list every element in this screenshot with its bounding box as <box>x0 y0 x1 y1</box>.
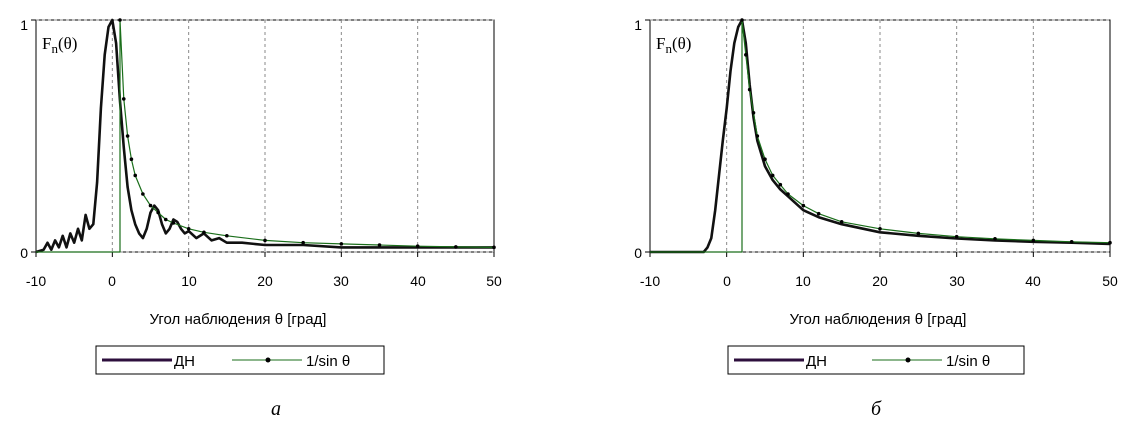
chart-panel-a: 1 0 -10 0 10 20 30 40 50 Fn(θ) Угол набл… <box>20 17 502 420</box>
series-point-1-sin <box>133 173 138 178</box>
y-axis-label: Fn(θ) <box>42 34 77 56</box>
x-tick-label: 50 <box>486 273 502 289</box>
series-point-1-sin <box>816 211 821 216</box>
legend-label-dn: ДН <box>174 353 195 370</box>
series-point-1-sin <box>747 87 752 92</box>
series-point-1-sin <box>492 245 496 250</box>
series-point-1-sin <box>755 134 760 138</box>
series-point-1-sin <box>118 18 122 22</box>
series-point-1-sin <box>1031 238 1036 243</box>
series-point-1-sin <box>454 245 458 249</box>
series-point-1-sin <box>225 233 229 238</box>
series-point-1-sin <box>1108 240 1112 245</box>
series-point-1-sin <box>1069 239 1074 244</box>
x-tick-label: 20 <box>257 273 273 289</box>
x-axis-label: Угол наблюдения θ [град] <box>150 311 327 328</box>
x-tick-label: 40 <box>1025 273 1041 289</box>
series-point-1-sin <box>786 192 790 196</box>
series-point-1-sin <box>148 203 153 208</box>
series-point-1-sin <box>751 111 756 115</box>
series-point-1-sin <box>801 203 806 208</box>
x-tick-label: 50 <box>1102 273 1118 289</box>
series-point-1-sin <box>954 234 959 239</box>
x-tick-label: 30 <box>333 273 349 289</box>
x-tick-label: -10 <box>26 273 46 289</box>
series-point-1-sin <box>141 192 145 196</box>
x-ticks: -10 0 10 20 30 40 50 <box>640 252 1118 289</box>
y-tick-label-0: 0 <box>20 245 28 261</box>
series-point-1-sin <box>878 227 882 231</box>
series-point-1-sin <box>163 217 168 222</box>
x-tick-label: 20 <box>872 273 888 289</box>
series-point-1-sin <box>916 231 921 236</box>
series-point-1-sin <box>202 230 206 235</box>
legend-marker-sin <box>265 357 271 363</box>
series-point-1-sin <box>186 227 191 231</box>
legend-marker-sin <box>905 357 911 363</box>
y-ticks: 1 0 <box>634 17 650 261</box>
series-point-1-sin <box>263 238 267 243</box>
series-point-1-sin <box>121 97 126 101</box>
series-point-1-sin <box>377 243 382 247</box>
series-point-1-sin <box>415 244 420 248</box>
y-tick-label-0: 0 <box>634 245 642 261</box>
series-point-1-sin <box>744 53 748 57</box>
x-tick-label: 0 <box>108 273 116 289</box>
x-ticks: -10 0 10 20 30 40 50 <box>26 252 502 289</box>
series-point-1-sin <box>156 210 160 215</box>
series-point-1-sin <box>993 236 997 241</box>
series-point-1-sin <box>740 18 744 22</box>
x-tick-label: 30 <box>949 273 965 289</box>
series-point-1-sin <box>125 134 130 138</box>
series-point-1-sin <box>339 242 344 246</box>
series-point-1-sin <box>763 157 767 161</box>
series-line-dn <box>35 18 494 254</box>
series-layer <box>650 18 1112 254</box>
y-tick-label-1: 1 <box>20 17 28 33</box>
x-tick-label: 0 <box>723 273 731 289</box>
x-tick-label: 10 <box>795 273 811 289</box>
legend-label-sin: 1/sin θ <box>306 353 350 370</box>
series-point-1-sin <box>171 221 176 225</box>
x-tick-label: -10 <box>640 273 660 289</box>
y-tick-label-1: 1 <box>634 17 642 33</box>
panel-label: а <box>271 398 281 420</box>
x-tick-label: 40 <box>410 273 426 289</box>
series-point-1-sin <box>778 182 783 187</box>
series-line-dn <box>650 18 1111 254</box>
legend: ДН 1/sin θ <box>727 345 1025 375</box>
chart-panel-b: 1 0 -10 0 10 20 30 40 50 Fn(θ) Угол набл… <box>634 17 1118 420</box>
y-axis-label: Fn(θ) <box>656 34 691 56</box>
series-point-1-sin <box>839 220 844 224</box>
panel-label: б <box>871 398 882 420</box>
series-point-1-sin <box>129 157 134 161</box>
series-point-1-sin <box>301 240 305 245</box>
series-layer <box>35 18 496 254</box>
x-axis-label: Угол наблюдения θ [град] <box>790 311 967 328</box>
x-tick-label: 10 <box>181 273 197 289</box>
legend: ДН 1/sin θ <box>95 345 385 375</box>
legend-label-dn: ДН <box>806 353 827 370</box>
series-point-1-sin <box>770 173 775 178</box>
y-ticks: 1 0 <box>20 17 36 261</box>
legend-label-sin: 1/sin θ <box>946 353 990 370</box>
series-line-1-sin <box>36 19 495 253</box>
